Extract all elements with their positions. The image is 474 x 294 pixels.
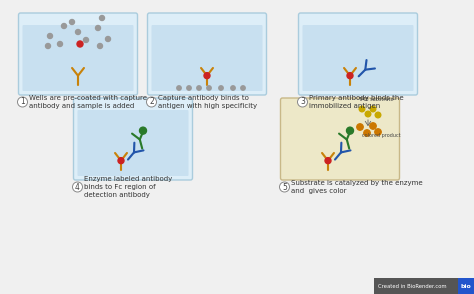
Text: bio: bio: [461, 283, 471, 288]
Circle shape: [98, 44, 102, 49]
Circle shape: [359, 106, 365, 112]
Text: 3: 3: [300, 98, 305, 106]
FancyBboxPatch shape: [18, 13, 137, 95]
Circle shape: [280, 182, 290, 192]
Circle shape: [95, 26, 100, 31]
Circle shape: [365, 111, 371, 117]
FancyBboxPatch shape: [78, 110, 189, 176]
FancyBboxPatch shape: [458, 278, 474, 294]
Text: Substrate is catalyzed by the enzyme
and  gives color: Substrate is catalyzed by the enzyme and…: [292, 180, 423, 194]
Text: colored product: colored product: [362, 133, 401, 138]
Text: 1: 1: [20, 98, 25, 106]
FancyBboxPatch shape: [284, 110, 395, 176]
FancyBboxPatch shape: [147, 13, 266, 95]
Circle shape: [187, 86, 191, 90]
Text: 4: 4: [75, 183, 80, 191]
Circle shape: [197, 86, 201, 90]
FancyBboxPatch shape: [73, 98, 192, 180]
Text: 5: 5: [282, 183, 287, 191]
Circle shape: [177, 86, 181, 90]
Circle shape: [325, 158, 331, 164]
FancyBboxPatch shape: [22, 25, 134, 91]
Text: Created in BioRender.com: Created in BioRender.com: [378, 283, 447, 288]
Circle shape: [46, 44, 51, 49]
Circle shape: [370, 106, 376, 112]
Circle shape: [118, 158, 124, 164]
Circle shape: [73, 182, 82, 192]
Circle shape: [375, 129, 381, 135]
Circle shape: [75, 29, 81, 34]
Circle shape: [139, 127, 146, 134]
FancyBboxPatch shape: [152, 25, 263, 91]
Circle shape: [204, 73, 210, 79]
Circle shape: [231, 86, 235, 90]
Circle shape: [62, 24, 66, 29]
Circle shape: [47, 34, 53, 39]
FancyBboxPatch shape: [299, 13, 418, 95]
Circle shape: [347, 73, 353, 79]
Text: TMB substrate: TMB substrate: [358, 97, 393, 102]
FancyBboxPatch shape: [281, 98, 400, 180]
Circle shape: [364, 130, 370, 136]
Circle shape: [207, 86, 211, 90]
Circle shape: [77, 41, 83, 47]
Circle shape: [70, 19, 74, 24]
Text: 2: 2: [149, 98, 154, 106]
FancyBboxPatch shape: [302, 25, 413, 91]
Circle shape: [18, 97, 27, 107]
Circle shape: [357, 124, 363, 130]
Text: Primary antibody binds the
immobilized antigen: Primary antibody binds the immobilized a…: [310, 95, 404, 109]
Circle shape: [100, 16, 104, 21]
Text: Capture antibody binds to
antigen with high specificity: Capture antibody binds to antigen with h…: [158, 95, 258, 109]
FancyBboxPatch shape: [374, 278, 458, 294]
Text: Enzyme labeled antibody
binds to Fc region of
detection antibody: Enzyme labeled antibody binds to Fc regi…: [84, 176, 173, 198]
Circle shape: [375, 112, 381, 118]
Circle shape: [219, 86, 223, 90]
Circle shape: [106, 36, 110, 41]
Circle shape: [83, 38, 89, 43]
Circle shape: [241, 86, 245, 90]
Circle shape: [57, 41, 63, 46]
Circle shape: [146, 97, 156, 107]
Circle shape: [370, 123, 376, 129]
Circle shape: [298, 97, 308, 107]
Text: Wells are pre-coated with capture
antibody and sample is added: Wells are pre-coated with capture antibo…: [29, 95, 147, 109]
Circle shape: [346, 127, 354, 134]
